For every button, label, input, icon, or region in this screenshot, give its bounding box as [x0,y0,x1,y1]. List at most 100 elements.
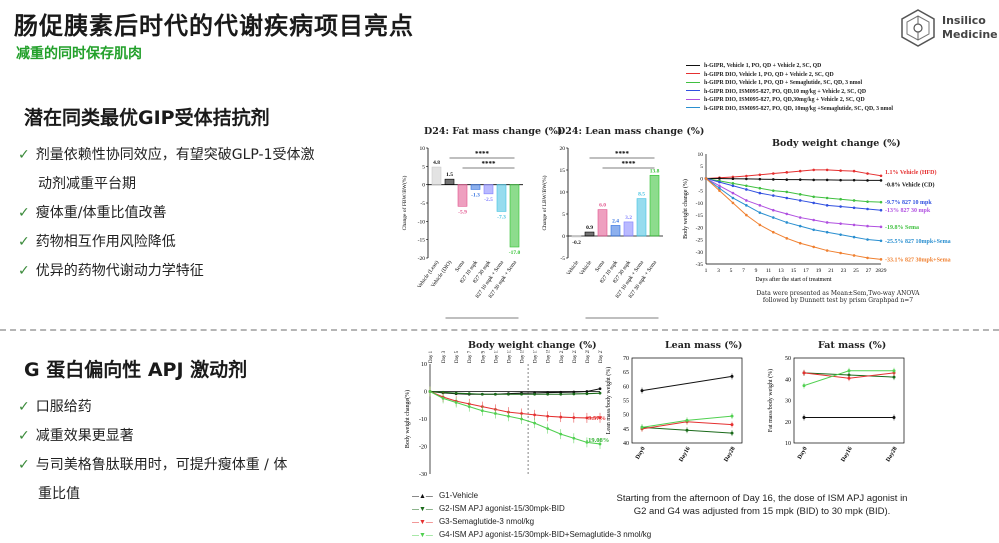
y-tick-label: 0 [562,234,565,240]
data-point [559,415,563,419]
y-axis-label: Change of FBW/BW(%) [401,175,408,230]
data-point [467,405,471,409]
y-tick-label: -10 [419,417,427,423]
y-tick-label: 0 [700,176,703,182]
data-point [825,178,829,182]
legend-text: h-GIPR DIO, Vehicle 1, PO, QD + Semaglut… [704,80,863,86]
data-point [866,238,869,241]
x-tick-label: Day 9 [481,350,486,363]
end-label: -33.1% 827 30mpk+Sema [885,257,951,263]
data-point [852,178,856,182]
x-tick-label: Day28 [885,446,898,463]
x-tick-label: 21 [828,268,834,274]
series-line [705,177,882,203]
data-point [520,392,523,396]
x-tick-label: Day 7 [468,350,473,363]
bullet-item-cont: 动剂减重平台期 [18,170,398,199]
data-point [772,216,775,219]
data-point [730,423,734,427]
bar-value-label: 2.4 [612,218,619,224]
data-point [847,369,851,373]
footnote-line1: Data were presented as Mean±Sem,Two-way … [756,290,920,297]
y-tick-label: 10 [698,152,704,158]
series-line [705,178,882,242]
data-point [585,440,589,444]
legend-item: h-GIPR DIO, ISM095-827, PO, QD, 10mg/kg … [686,105,998,114]
apj-legend: —▲— G1-Vehicle —▼— G2-ISM APJ agonist-15/30… [412,490,712,542]
legend-marker-icon: —▼— [412,532,433,539]
x-tick-label: Day 19 [547,350,552,363]
lean-mass-line-chart: 70 65 60 55 50 45 40 Day0 Day16 Day28 Lean mass/bo… [605,356,743,463]
data-point [704,177,708,180]
bar-value-label: -17.0 [509,250,521,256]
data-point [731,184,735,188]
page-title: 肠促胰素后时代的代谢疾病项目亮点 [14,12,414,40]
check-icon: ✓ [18,263,30,279]
legend-item: h-GIPR DIO, ISM095-827, PO, QD,30mg/kg +… [686,96,998,105]
y-tick-label: -25 [696,238,704,244]
sig-label: **** [615,150,630,158]
data-point [839,233,842,236]
bullet-item: ✓ 瘦体重/体重比值改善 [18,199,398,228]
series-line [429,390,601,395]
y-axis-label: Body weight change (%) [682,179,689,239]
y-tick-label: 30 [785,399,791,405]
bar [610,225,621,237]
insilico-logo-icon [898,8,938,48]
bar [636,198,647,237]
y-tick-label: -20 [696,225,704,231]
data-point [785,237,789,240]
data-point [785,171,789,174]
data-point [745,184,748,188]
x-tick-label: 17 [803,268,809,274]
data-point [825,249,829,252]
data-point [493,392,497,396]
x-tick-label: Day 15 [521,350,526,363]
data-point [852,206,856,210]
data-point [745,174,748,178]
data-point [879,239,883,243]
data-point [802,416,806,419]
bar [509,184,520,248]
x-tick-label: 7 [742,268,745,274]
legend-item: —▼— G4-ISM APJ agonist-15/30mpk-BID+Semag… [412,529,712,542]
legend-swatch [686,64,700,67]
data-point [892,369,896,373]
data-point [798,169,802,173]
x-tick-label: 23 [841,268,847,274]
data-point [772,230,775,234]
data-point [839,178,842,182]
data-point [572,392,576,396]
data-point [731,196,735,200]
data-point [812,218,815,222]
data-point [758,211,762,214]
data-point [839,251,842,255]
logo-line1: Insilico [942,14,986,27]
data-point [454,391,458,395]
legend-text: h-GIPR DIO, Vehicle 1, PO, QD + Vehicle … [704,71,834,78]
bar [444,178,455,185]
data-point [852,223,856,227]
data-point [598,442,602,446]
data-point [454,401,458,404]
bullet-text: 瘦体重/体重比值改善 [35,205,167,221]
legend-text: G3-Semaglutide-3 nmol/kg [438,517,535,526]
legend-text: G1-Vehicle [438,491,479,500]
plot-frame [631,357,743,444]
legend-item: h-GIPR DIO, Vehicle 1, PO, QD + Vehicle … [686,71,998,80]
legend-item: —▼— G3-Semaglutide-3 nmol/kg [412,516,712,529]
data-point [585,390,589,393]
data-point [866,256,869,260]
x-tick-label: 1 [705,268,708,274]
x-tick-label: Day0 [797,446,809,461]
x-tick-label: 5 [730,268,733,274]
sig-label: **** [622,160,637,168]
y-tick-label: -30 [419,472,427,478]
legend-text: h-GIPR DIO, ISM095-827, PO, QD,10 mg/kg … [704,88,867,95]
series-line [429,391,601,445]
x-tick-label: Day 17 [534,350,539,363]
data-point [879,200,883,204]
legend-swatch [686,73,700,75]
data-point [685,428,689,432]
bar-value-label: 1.5 [446,172,453,178]
